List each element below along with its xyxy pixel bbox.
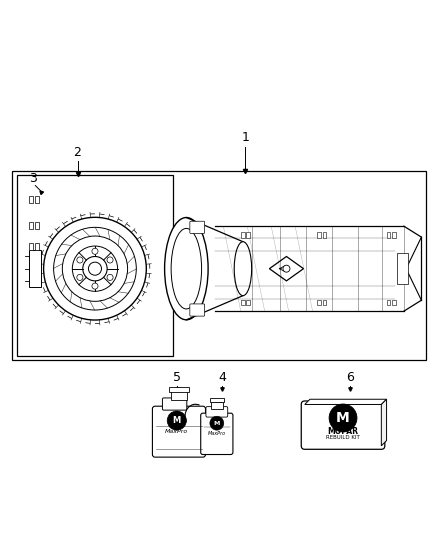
Circle shape bbox=[62, 236, 127, 301]
Circle shape bbox=[167, 411, 186, 430]
Circle shape bbox=[92, 283, 98, 289]
Bar bbox=[247, 232, 250, 238]
Bar bbox=[387, 300, 391, 305]
Circle shape bbox=[44, 217, 146, 320]
Bar bbox=[170, 386, 188, 392]
Bar bbox=[392, 300, 396, 305]
Circle shape bbox=[107, 274, 113, 280]
Bar bbox=[241, 232, 245, 238]
Bar bbox=[322, 300, 326, 305]
Text: 3: 3 bbox=[29, 172, 37, 184]
Polygon shape bbox=[381, 399, 387, 446]
Bar bbox=[241, 300, 245, 305]
Bar bbox=[35, 222, 39, 229]
FancyBboxPatch shape bbox=[206, 407, 228, 417]
Polygon shape bbox=[215, 226, 421, 311]
Text: 6: 6 bbox=[346, 370, 353, 384]
Bar bbox=[171, 391, 187, 400]
Bar bbox=[12, 171, 426, 360]
Text: MaxPro: MaxPro bbox=[165, 430, 188, 434]
Circle shape bbox=[77, 274, 83, 280]
Bar bbox=[318, 232, 321, 238]
Text: 2: 2 bbox=[74, 146, 81, 158]
Text: M: M bbox=[336, 411, 350, 425]
Ellipse shape bbox=[171, 229, 201, 309]
Bar bbox=[322, 232, 326, 238]
Circle shape bbox=[77, 257, 83, 263]
Text: 5: 5 bbox=[173, 370, 181, 384]
Bar bbox=[392, 232, 396, 238]
FancyBboxPatch shape bbox=[301, 401, 385, 449]
Text: REBUILD KIT: REBUILD KIT bbox=[326, 435, 360, 440]
Bar bbox=[387, 232, 391, 238]
Bar bbox=[17, 175, 173, 356]
Bar bbox=[29, 222, 33, 229]
Bar bbox=[318, 300, 321, 305]
Text: M: M bbox=[214, 421, 220, 426]
Circle shape bbox=[283, 265, 290, 272]
Circle shape bbox=[53, 228, 136, 310]
Text: M: M bbox=[173, 416, 181, 425]
Text: 1: 1 bbox=[241, 131, 249, 144]
Text: MaxPro: MaxPro bbox=[208, 431, 226, 435]
Circle shape bbox=[107, 257, 113, 263]
Bar bbox=[29, 251, 42, 287]
Bar bbox=[29, 244, 33, 251]
FancyBboxPatch shape bbox=[190, 304, 205, 316]
Text: MOPAR: MOPAR bbox=[328, 426, 359, 435]
Ellipse shape bbox=[165, 217, 208, 320]
Polygon shape bbox=[305, 399, 387, 405]
Circle shape bbox=[210, 416, 224, 430]
Circle shape bbox=[72, 246, 117, 292]
Bar bbox=[247, 300, 250, 305]
Bar bbox=[211, 402, 223, 409]
Bar bbox=[397, 254, 408, 284]
Bar bbox=[29, 196, 33, 203]
FancyBboxPatch shape bbox=[190, 221, 205, 233]
Bar bbox=[210, 398, 224, 402]
Circle shape bbox=[329, 404, 357, 432]
Ellipse shape bbox=[234, 241, 252, 296]
FancyBboxPatch shape bbox=[162, 398, 187, 410]
FancyBboxPatch shape bbox=[152, 406, 205, 457]
Bar bbox=[35, 244, 39, 251]
Text: 4: 4 bbox=[218, 370, 226, 384]
Circle shape bbox=[92, 248, 98, 254]
Bar bbox=[35, 196, 39, 203]
FancyBboxPatch shape bbox=[201, 413, 233, 455]
Circle shape bbox=[88, 262, 102, 275]
Circle shape bbox=[83, 256, 107, 281]
